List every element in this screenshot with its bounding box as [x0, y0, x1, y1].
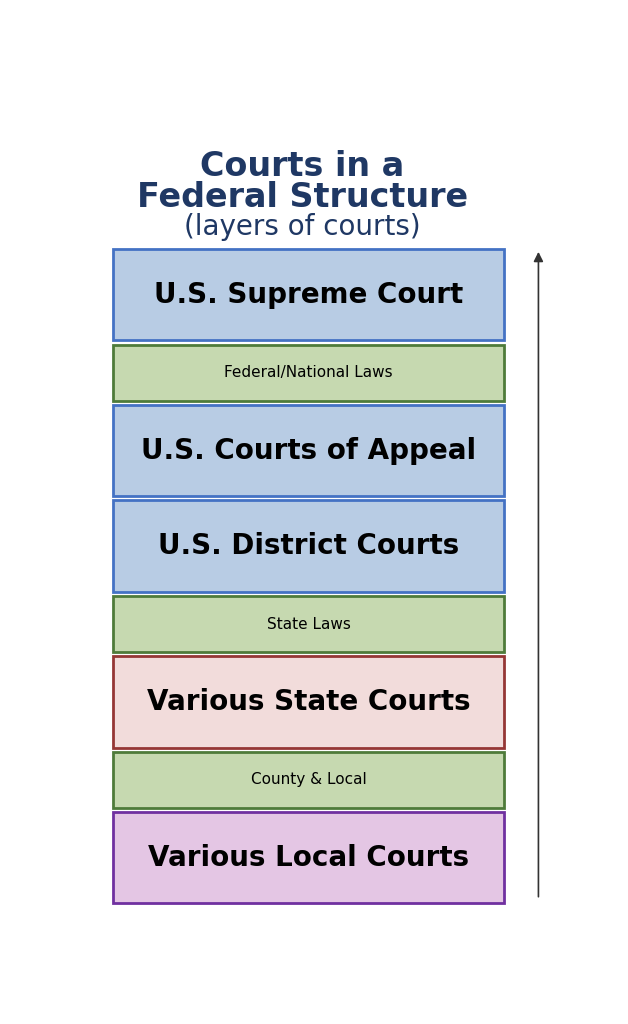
- FancyBboxPatch shape: [112, 344, 504, 400]
- Text: U.S. Courts of Appeal: U.S. Courts of Appeal: [141, 436, 476, 465]
- FancyBboxPatch shape: [112, 812, 504, 903]
- FancyBboxPatch shape: [112, 656, 504, 748]
- FancyBboxPatch shape: [112, 501, 504, 592]
- Text: County & Local: County & Local: [251, 772, 366, 787]
- Text: Various State Courts: Various State Courts: [147, 688, 470, 716]
- FancyBboxPatch shape: [112, 249, 504, 340]
- Text: Courts in a: Courts in a: [200, 150, 404, 182]
- FancyBboxPatch shape: [112, 752, 504, 808]
- Text: U.S. District Courts: U.S. District Courts: [158, 532, 459, 560]
- FancyBboxPatch shape: [112, 596, 504, 652]
- FancyBboxPatch shape: [112, 404, 504, 497]
- Text: Federal Structure: Federal Structure: [137, 181, 468, 214]
- Text: Federal/National Laws: Federal/National Laws: [224, 366, 392, 380]
- Text: Various Local Courts: Various Local Courts: [148, 844, 469, 871]
- Text: (layers of courts): (layers of courts): [184, 213, 421, 241]
- Text: U.S. Supreme Court: U.S. Supreme Court: [154, 281, 463, 308]
- Text: State Laws: State Laws: [266, 616, 350, 632]
